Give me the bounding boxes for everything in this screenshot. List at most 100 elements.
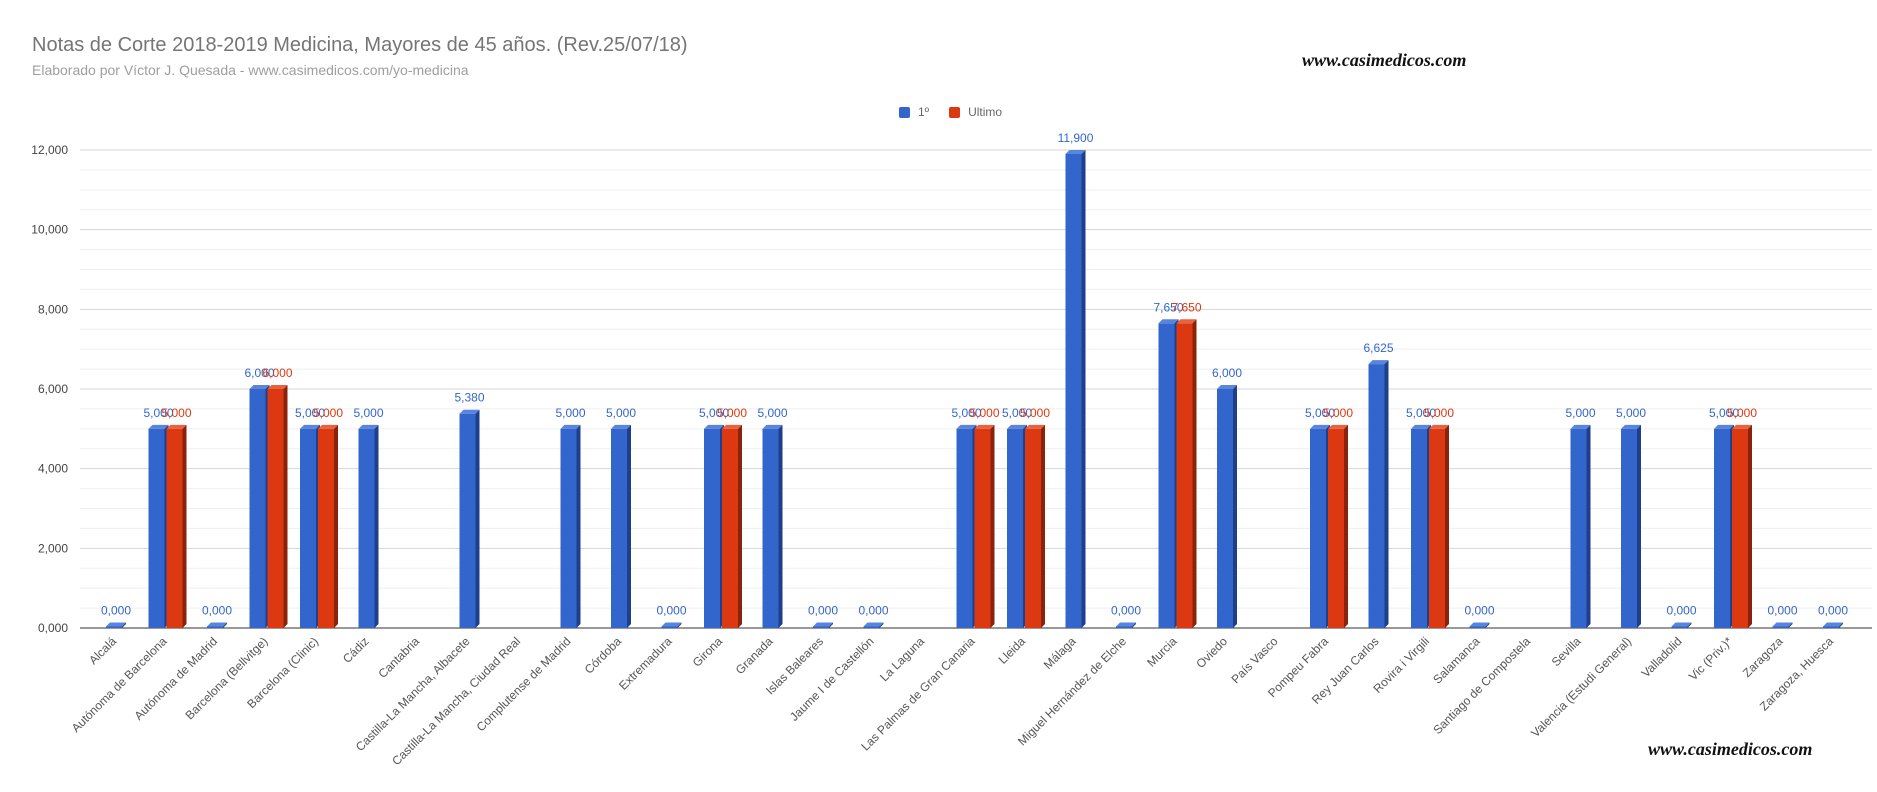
legend-label-first: 1º: [918, 105, 930, 119]
bar-first-side: [1586, 424, 1591, 628]
bar-first: [1310, 428, 1326, 628]
data-label-last: 6,000: [262, 366, 292, 380]
data-label-first: 0,000: [1111, 604, 1141, 618]
bar-first: [300, 428, 316, 628]
bar-first: [1217, 389, 1233, 628]
bar-first-side: [576, 424, 581, 628]
bar-first: [207, 626, 223, 628]
bar-last-top: [318, 424, 338, 429]
bar-first-side: [223, 622, 227, 628]
x-tick-label: Salamanca: [1430, 634, 1483, 687]
data-label-first: 11,900: [1058, 131, 1094, 145]
data-label-first: 0,000: [202, 604, 232, 618]
data-label-first: 6,000: [244, 366, 274, 380]
bar-first-top: [459, 409, 480, 414]
bar-last-side: [182, 424, 187, 628]
x-tick-label: Sevilla: [1549, 634, 1584, 669]
bar-first-top: [704, 424, 724, 429]
bar-last-side: [738, 424, 742, 628]
data-label-last: 5,000: [1424, 406, 1454, 420]
bar-first: [813, 626, 829, 628]
bar-first-top: [106, 622, 126, 627]
data-label-first: 0,000: [656, 604, 686, 618]
bar-last-side: [334, 424, 338, 628]
bar-first: [1411, 428, 1427, 628]
y-tick-label: 0,000: [38, 621, 68, 635]
data-label-first: 0,000: [1818, 604, 1848, 618]
bar-last-top: [1732, 424, 1752, 429]
bar-last-top: [1025, 424, 1045, 429]
y-tick-label: 8,000: [38, 302, 68, 316]
x-tick-label: Murcia: [1144, 634, 1180, 670]
y-tick-label: 4,000: [38, 462, 68, 476]
bar-first-top: [207, 622, 227, 627]
data-label-first: 5,000: [1565, 406, 1595, 420]
bar-first-top: [1310, 424, 1330, 429]
bar-last: [974, 428, 991, 628]
bar-last-top: [166, 424, 187, 429]
bar-first-side: [122, 622, 126, 628]
data-label-first: 0,000: [858, 604, 888, 618]
x-tick-label: Santiago de Compostela: [1430, 634, 1533, 737]
bar-first-side: [374, 424, 379, 628]
data-label-first: 0,000: [101, 604, 131, 618]
data-label-first: 7,650: [1153, 300, 1183, 314]
bar-last: [318, 428, 334, 628]
data-label-last: 7,650: [1171, 300, 1201, 314]
data-label-last: 5,000: [161, 406, 191, 420]
bar-first-top: [249, 385, 270, 389]
x-tick-label: Autónoma de Madrid: [131, 634, 220, 723]
bar-first: [1368, 364, 1385, 628]
bar-first-side: [1788, 622, 1793, 628]
x-tick-label: Córdoba: [582, 634, 625, 677]
bar-first: [863, 626, 880, 628]
bar-first-top: [1217, 385, 1237, 389]
bar-first-side: [1384, 360, 1389, 628]
x-tick-label: Valladolid: [1639, 634, 1685, 680]
bar-first-top: [1158, 319, 1179, 324]
data-label-last: 5,000: [1020, 406, 1050, 420]
x-tick-label: Oviedo: [1193, 634, 1230, 671]
data-label-first: 5,000: [1616, 406, 1646, 420]
bar-first-top: [300, 424, 320, 429]
data-label-first: 5,000: [606, 406, 636, 420]
bar-first-side: [778, 424, 783, 628]
bar-first: [1116, 626, 1132, 628]
bar-first-top: [1671, 622, 1692, 627]
bar-first: [1007, 428, 1023, 628]
data-label-first: 0,000: [1666, 604, 1696, 618]
data-label-first: 6,000: [1212, 366, 1242, 380]
data-label-first: 5,000: [699, 406, 729, 420]
legend-swatch-first: [899, 106, 910, 118]
bar-first: [704, 428, 720, 628]
bar-first-top: [956, 424, 977, 429]
x-tick-label: Girona: [690, 634, 726, 670]
bar-first-top: [358, 424, 379, 429]
bar-first: [358, 428, 375, 628]
bar-first-top: [813, 622, 833, 627]
bar-last-side: [990, 424, 995, 628]
data-label-first: 5,000: [1709, 406, 1739, 420]
bar-last-side: [283, 385, 288, 628]
bar-first: [611, 428, 627, 628]
bar-first-top: [148, 424, 169, 429]
data-label-first: 0,000: [808, 604, 838, 618]
data-label-last: 5,000: [969, 406, 999, 420]
bar-first: [560, 428, 577, 628]
bar-first: [1823, 626, 1839, 628]
bar-last-top: [1429, 424, 1449, 429]
bar-last-top: [722, 424, 742, 429]
bar-first-side: [1081, 149, 1086, 628]
bar-last-top: [1328, 424, 1348, 429]
bar-last: [1176, 323, 1193, 628]
bar-last: [1025, 428, 1041, 628]
data-label-last: 5,000: [1323, 406, 1353, 420]
bar-first: [1158, 323, 1175, 628]
x-tick-label: Extremadura: [616, 634, 675, 693]
bar-last: [166, 428, 183, 628]
y-tick-label: 2,000: [38, 541, 68, 555]
x-tick-label: País Vasco: [1228, 634, 1280, 686]
bar-first-top: [1823, 622, 1843, 627]
bar-first-top: [560, 424, 581, 429]
data-label-last: 5,000: [717, 406, 747, 420]
